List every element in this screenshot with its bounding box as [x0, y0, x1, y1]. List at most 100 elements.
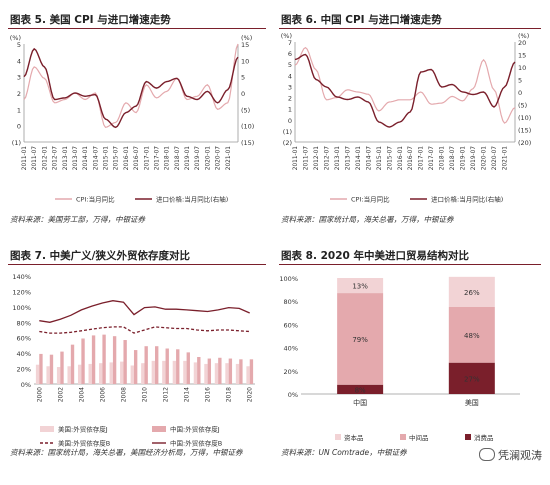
chart6-x-tick: 2020-07 [492, 146, 498, 171]
chart5-left-tick: 5 [17, 41, 21, 49]
chart7-bar-us-j [109, 362, 113, 384]
chart6-right-tick: (20) [518, 139, 531, 147]
chart7-x-tick: 2020 [247, 387, 254, 402]
chart7-y-tick: 40% [17, 350, 31, 358]
chart6-x-tick: 2014-01 [356, 146, 362, 171]
chart8-bar-segment [448, 307, 495, 363]
chart5-left-unit: (%) [10, 34, 21, 42]
chart7-bar-cn-j [176, 349, 180, 384]
chart5-x-tick: 2020-01 [205, 146, 211, 171]
chart7-bar-us-j [162, 360, 166, 384]
chart7-panel: 图表 7. 中美广义/狭义外贸依存度对比 0% 20% 40% 60% 80% 100% 1… [0, 240, 275, 485]
chart5-title: 图表 5. 美国 CPI 与进口增速走势 [10, 14, 171, 26]
chart5-left-tick: 2 [17, 90, 21, 98]
chart5-left-tick: 1 [17, 106, 21, 114]
chart6-left-tick: 2 [288, 95, 292, 103]
chart5-left-tick: (1) [12, 139, 21, 147]
chart5-series-cpi-line [23, 43, 239, 128]
chart5-x-tick: 2011-07 [32, 146, 38, 171]
chart7-legend-label-0: 美国:外贸依存度J [58, 425, 108, 434]
chart7-bar-cn-j [144, 346, 148, 384]
chart6-left-tick: (1) [283, 128, 292, 136]
chart7-x-tick: 2004 [78, 387, 85, 402]
chart6-left-tick: 5 [288, 61, 292, 69]
chart8-y-tick: 0% [288, 391, 298, 399]
chart7-y-tick: 140% [12, 273, 31, 281]
chart5-x-tick: 2012-01 [42, 146, 48, 171]
chart5-x-tick: 2015-01 [104, 146, 110, 171]
chart6-right-tick: (10) [518, 114, 531, 122]
chart7-bar-us-j [46, 366, 50, 384]
chart7-legend-label-2: 美国:外贸依存度B [58, 439, 110, 448]
chart5-x-tick: 2017-07 [154, 146, 160, 171]
chart7-bar-us-j [88, 363, 92, 384]
chart7-bar-us-j [193, 362, 198, 384]
chart6-left-tick: 6 [288, 50, 292, 58]
chart5-x-tick: 2017-01 [144, 146, 150, 171]
chart8-bar-segment [337, 384, 384, 394]
chart5-x-tick: 2019-01 [185, 146, 191, 171]
chart7-bar-us-j [56, 367, 61, 384]
chart7-bar-us-j [67, 366, 71, 384]
chart7-line-cn-b [39, 300, 250, 323]
chart7-bar-cn-j [60, 351, 64, 384]
chart7-bar-cn-j [197, 357, 201, 384]
chart5-right-unit: (%) [241, 34, 252, 42]
chart7-bar-us-j [225, 363, 229, 384]
chart7-bar-us-j [77, 364, 82, 384]
chart7-bar-cn-j [81, 338, 85, 384]
chart7-bar-cn-j [102, 334, 106, 384]
chart8-y-tick: 60% [284, 321, 298, 329]
chart7-source: 资料来源：国家统计局，海关总署，美国经济分析局，万得，中银证券 [10, 448, 243, 457]
chart8-title-rule [279, 264, 541, 265]
watermark-text: 凭澜观涛 [498, 449, 542, 462]
chart6-source: 资料来源：国家统计局，海关总署，万得，中银证券 [281, 215, 454, 224]
chart5-x-tick: 2021-01 [226, 146, 232, 171]
chart6-x-tick: 2018-01 [440, 146, 446, 171]
chart8-panel: 图表 8. 2020 年中美进口贸易结构对比 0% 20% 40% 60% 80% 100… [275, 240, 550, 485]
chart7-bar-cn-j [49, 354, 54, 384]
chart6-x-tick: 2015-01 [377, 146, 383, 171]
chart8-data-label: 8% [355, 386, 366, 394]
chart6-legend-cpi: CPI:当月同比 [351, 195, 390, 204]
chart6-left-tick: (2) [283, 139, 292, 147]
chart7-legend-label-1: 中国:外贸依存度J [170, 425, 220, 434]
chart6-left-unit: (%) [281, 32, 292, 40]
chart6-x-tick: 2017-07 [429, 146, 435, 171]
chart8-title: 图表 8. 2020 年中美进口贸易结构对比 [281, 250, 469, 262]
chart7-title-rule [8, 264, 266, 265]
chart5-legend-import: 进口价格:当月同比(右轴) [156, 195, 228, 204]
chart6-x-tick: 2021-01 [503, 146, 509, 171]
chart8-legend-label-1: 中间品 [409, 433, 429, 442]
chart6-left-tick: 3 [288, 83, 292, 91]
chart8-bar-segment [448, 362, 495, 394]
chart8-bar-segment [448, 276, 495, 307]
chart8-legend-swatch-2 [465, 434, 471, 440]
chart5-x-tick: 2013-01 [63, 146, 69, 171]
chart7-legend-label-3: 中国:外贸依存度B [170, 439, 222, 448]
chart5-x-tick: 2013-07 [73, 146, 79, 171]
chart7-x-tick: 2010 [142, 387, 149, 402]
chart5-right-tick: 5 [241, 74, 245, 82]
chart5-x-tick: 2018-07 [175, 146, 181, 171]
chart7-bar-us-j [99, 363, 103, 384]
chart8-data-label: 27% [464, 375, 480, 383]
wechat-icon [479, 448, 495, 461]
chart5-series-import-line [23, 47, 239, 129]
chart7-bar-us-j [35, 364, 40, 384]
chart6-x-tick: 2017-01 [419, 146, 425, 171]
chart6-x-tick: 2012-07 [324, 146, 330, 171]
chart7-x-tick: 2014 [184, 387, 191, 402]
chart6-right-tick: (15) [518, 127, 531, 135]
chart5-right-tick: (15) [241, 139, 254, 147]
chart8-x-tick: 美国 [465, 398, 479, 407]
chart6-x-tick: 2014-07 [366, 146, 372, 171]
chart6-title-rule [279, 28, 541, 29]
chart7-x-tick: 2016 [205, 387, 212, 402]
chart7-bar-cn-j [186, 352, 190, 384]
chart7-y-tick: 100% [12, 304, 31, 312]
chart5-x-tick: 2011-01 [22, 146, 28, 171]
chart7-legend-swatch-1 [152, 426, 166, 432]
chart5-source: 资料来源：美国劳工部，万得，中银证券 [10, 215, 145, 224]
